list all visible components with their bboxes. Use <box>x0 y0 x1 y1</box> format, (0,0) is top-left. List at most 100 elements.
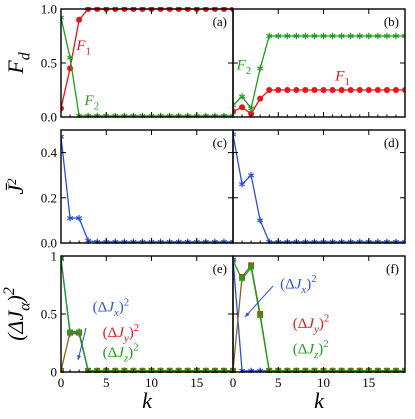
annotation-arrow <box>244 285 274 318</box>
series-1 <box>233 32 405 112</box>
y-tick-label: 0.2 <box>41 190 57 205</box>
annotation-arrow-head <box>245 312 250 317</box>
data-point <box>266 87 273 93</box>
series-annotation: (ΔJz)2 <box>293 338 329 361</box>
series-0 <box>233 131 405 244</box>
data-point <box>293 32 300 40</box>
y-tick-label: 1.0 <box>41 2 57 17</box>
data-point <box>275 87 282 93</box>
series-line <box>61 17 233 117</box>
series-annotation: F2 <box>236 57 252 77</box>
x-tick-label: 5 <box>103 375 110 390</box>
data-point <box>383 32 390 40</box>
data-point <box>257 95 264 102</box>
data-point <box>311 32 318 40</box>
x-tick-label: 10 <box>317 375 330 390</box>
y-tick-label: 0 <box>51 365 58 380</box>
x-tick-label: 0 <box>230 375 237 390</box>
series-line <box>233 260 405 372</box>
data-point <box>338 32 345 40</box>
data-point <box>233 257 237 264</box>
x-tick-label: 10 <box>145 375 158 390</box>
annotation-arrow <box>77 327 87 361</box>
data-point <box>356 87 363 93</box>
annotation-arrow-head <box>77 355 82 360</box>
data-point <box>266 32 273 40</box>
data-point <box>356 32 363 40</box>
data-point <box>61 255 65 262</box>
axes-frame <box>232 129 406 244</box>
series-annotation: (ΔJx)2 <box>93 296 130 319</box>
panel-e: 00.510 5 10 15k(ΔJα)2(e)(ΔJx)2(ΔJy)2(ΔJz)2 <box>1 249 234 413</box>
x-tick-label: 15 <box>190 375 203 390</box>
data-point <box>320 32 327 40</box>
data-point <box>275 32 282 40</box>
data-point <box>374 32 381 40</box>
panel-label: (c) <box>213 135 227 150</box>
x-axis-label: k <box>314 388 325 413</box>
data-point <box>238 93 246 100</box>
data-point <box>302 87 309 93</box>
data-point <box>338 87 345 93</box>
series-line <box>233 134 405 243</box>
series-annotation: (ΔJy)2 <box>293 313 330 336</box>
data-point <box>61 105 64 112</box>
data-point <box>61 14 65 21</box>
y-tick-label: 1 <box>51 249 58 264</box>
series-annotation: (ΔJz)2 <box>103 342 139 365</box>
y-axis-label: J̄2 <box>3 179 28 195</box>
series-1 <box>61 329 233 373</box>
y-axis-label: Fd <box>3 52 34 74</box>
series-line <box>61 136 233 243</box>
data-point <box>257 65 264 72</box>
data-point <box>76 214 83 222</box>
y-tick-label: 0.5 <box>41 307 57 322</box>
data-point <box>401 32 405 40</box>
series-line <box>61 259 233 372</box>
axes-frame <box>60 129 234 244</box>
data-point <box>61 256 65 263</box>
data-point <box>302 32 309 40</box>
data-point <box>233 367 236 373</box>
data-point <box>66 214 74 222</box>
data-point <box>248 264 255 271</box>
axes-frame <box>60 255 234 373</box>
series-annotation: F2 <box>84 93 100 113</box>
data-point <box>383 87 390 93</box>
x-axis-label: k <box>142 388 153 413</box>
data-point <box>76 16 83 23</box>
series-annotation: F1 <box>75 38 91 58</box>
panel-d: (d) <box>232 129 406 244</box>
data-point <box>392 87 399 93</box>
data-point <box>311 87 318 93</box>
series-2 <box>61 256 233 373</box>
x-tick-label: 15 <box>362 375 375 390</box>
series-annotation: (ΔJy)2 <box>103 322 140 345</box>
panel-label: (d) <box>384 135 399 150</box>
series-line <box>61 258 233 372</box>
data-point <box>233 131 237 138</box>
data-point <box>365 87 372 93</box>
data-point <box>392 32 400 40</box>
x-tick-label: 5 <box>275 375 282 390</box>
data-point <box>402 87 405 93</box>
data-point <box>257 313 264 320</box>
data-point <box>66 328 74 335</box>
panel-b: (b) F2 F1 <box>232 8 406 118</box>
data-point <box>233 108 236 115</box>
data-point <box>76 328 83 335</box>
data-point <box>284 32 291 40</box>
series-annotation: F1 <box>334 68 350 88</box>
panel-label: (f) <box>386 261 399 276</box>
series-0 <box>61 133 233 244</box>
panel-label: (e) <box>213 261 227 276</box>
data-point <box>66 54 74 61</box>
data-point <box>347 87 354 93</box>
panel-a: 0.0 0.5 1.0 Fd (a) F1 F2 <box>3 2 234 125</box>
data-point <box>347 32 354 40</box>
series-annotation: (ΔJx)2 <box>280 273 317 296</box>
panel-label: (b) <box>384 14 399 29</box>
data-point <box>248 110 255 117</box>
data-point <box>293 87 300 93</box>
